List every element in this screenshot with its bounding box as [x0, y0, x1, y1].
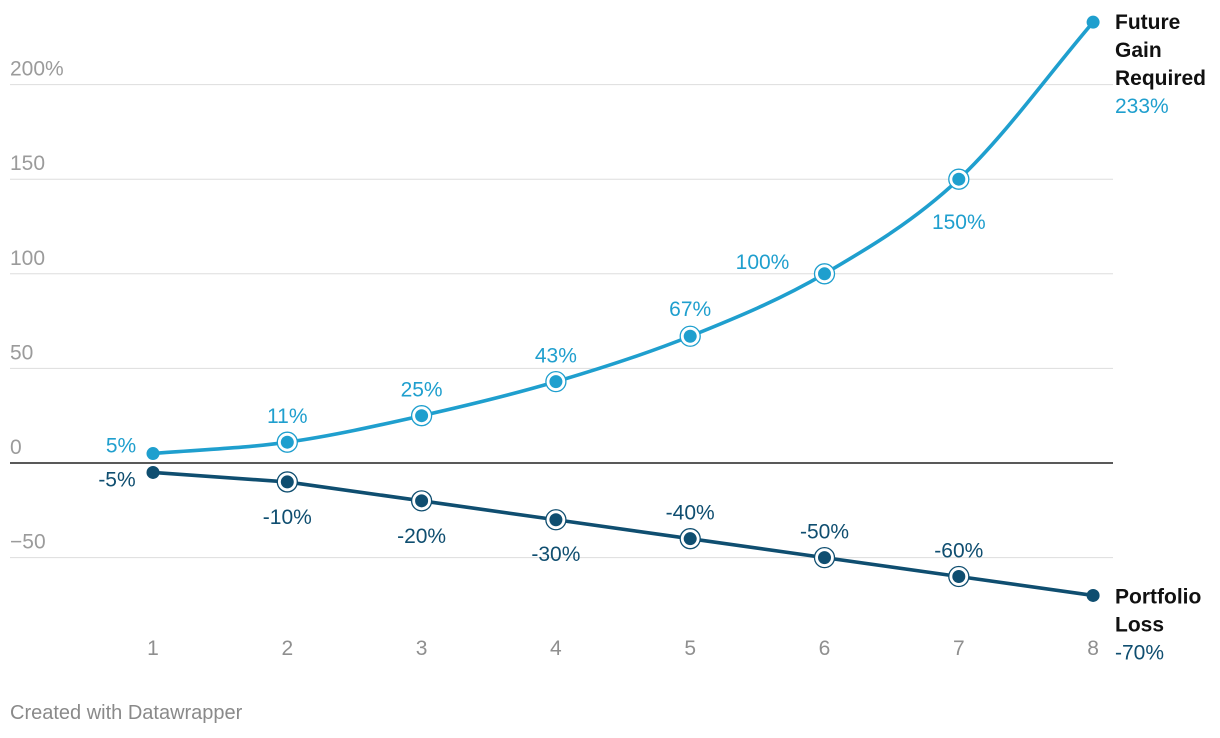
- future-gain-point: [818, 267, 831, 281]
- future-gain-data-label: 100%: [736, 251, 790, 274]
- future-gain-series-name: Gain: [1115, 39, 1162, 62]
- y-tick-label: 50: [10, 341, 33, 364]
- portfolio-loss-line: [151, 470, 1095, 598]
- x-tick-label: 5: [684, 637, 696, 660]
- future-gain-point: [1086, 15, 1100, 29]
- future-gain-point: [280, 435, 294, 449]
- y-tick-label: 200%: [10, 58, 64, 81]
- x-tick-label: 8: [1087, 637, 1099, 660]
- portfolio-loss-data-label: -20%: [397, 525, 446, 548]
- future-gain-data-label: 150%: [932, 211, 986, 234]
- grid-layer: 200% 150 100 50 0 −50: [10, 58, 1113, 559]
- future-gain-series-name: Required: [1115, 67, 1206, 90]
- portfolio-loss-point: [415, 494, 429, 508]
- y-tick-label: 0: [10, 436, 22, 459]
- x-tick-label: 2: [281, 637, 293, 660]
- portfolio-loss-data-label: -50%: [800, 521, 849, 544]
- portfolio-loss-data-label: -30%: [531, 543, 580, 566]
- portfolio-loss-data-label: -10%: [263, 506, 312, 529]
- x-tick-label: 7: [953, 637, 965, 660]
- x-tick-label: 4: [550, 637, 562, 660]
- y-tick-label: −50: [10, 531, 46, 554]
- future-gain-point: [683, 329, 697, 343]
- future-gain-point: [549, 375, 563, 389]
- future-gain-point: [952, 172, 966, 186]
- portfolio-loss-series-name: Loss: [1115, 613, 1164, 636]
- future-gain-line: [151, 20, 1095, 456]
- y-tick-label: 100: [10, 247, 45, 270]
- data-label-layer: 5% 11% 25% 43% 67% 100% 150% Future Gain Required…: [98, 11, 1206, 664]
- portfolio-loss-point: [549, 513, 563, 527]
- portfolio-loss-data-label: -40%: [666, 502, 715, 525]
- portfolio-loss-data-label: -5%: [98, 468, 135, 491]
- future-gain-data-label: 11%: [267, 405, 307, 428]
- portfolio-loss-series-name: Portfolio: [1115, 585, 1201, 608]
- portfolio-loss-point: [952, 570, 966, 584]
- future-gain-data-label: 67%: [669, 298, 711, 321]
- future-gain-data-label: 43%: [535, 345, 577, 368]
- portfolio-loss-point: [146, 465, 160, 479]
- portfolio-loss-point: [280, 475, 294, 489]
- portfolio-loss-end-value-label: -70%: [1115, 641, 1164, 664]
- x-axis-ticks: 1 2 3 4 5 6 7 8: [147, 637, 1099, 660]
- future-gain-data-label: 5%: [106, 435, 136, 458]
- portfolio-loss-data-label: -60%: [934, 540, 983, 563]
- y-tick-label: 150: [10, 152, 45, 175]
- future-gain-end-value-label: 233%: [1115, 95, 1169, 118]
- portfolio-loss-point: [683, 532, 697, 546]
- portfolio-loss-point: [818, 551, 831, 565]
- x-tick-label: 1: [147, 637, 159, 660]
- x-tick-label: 6: [819, 637, 831, 660]
- series-layer: [146, 15, 1100, 602]
- future-gain-point: [146, 447, 160, 461]
- future-gain-series-name: Future: [1115, 11, 1180, 34]
- chart: 200% 150 100 50 0 −50 1 2 3 4 5 6 7 8 5% 11% 25% 43% 67%…: [10, 11, 1206, 664]
- future-gain-point: [415, 409, 429, 423]
- datawrapper-credit[interactable]: Created with Datawrapper: [10, 702, 243, 724]
- x-tick-label: 3: [416, 637, 428, 660]
- portfolio-loss-point: [1086, 588, 1100, 602]
- future-gain-data-label: 25%: [401, 379, 443, 402]
